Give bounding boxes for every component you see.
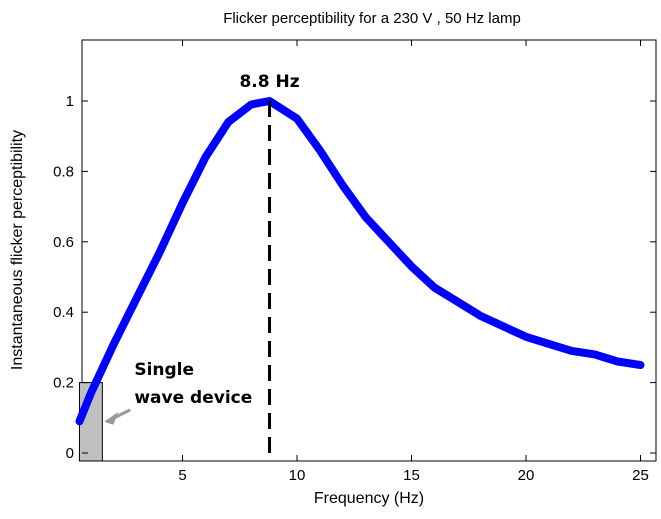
peak-marker-layer: 8.8 Hz	[239, 72, 300, 461]
peak-marker-label: 8.8 Hz	[239, 72, 299, 92]
x-axis-label: Frequency (Hz)	[314, 490, 424, 507]
tick-layer: 5 10 15 20 25 0 0.2 0.4 0.6 0.8 1	[53, 40, 656, 484]
series-point	[502, 325, 504, 327]
series-point	[113, 343, 115, 345]
y-tick-label: 0.8	[53, 163, 74, 180]
x-tick-label: 15	[403, 467, 420, 484]
series-point	[365, 216, 367, 218]
annotation-layer: Single wave device	[104, 360, 252, 425]
x-tick-label: 25	[632, 467, 649, 484]
series-line	[75, 97, 645, 426]
series-layer	[75, 97, 645, 426]
series-point	[319, 149, 321, 151]
series-point	[456, 301, 458, 303]
y-tick-label: 1	[66, 93, 74, 110]
series-point	[479, 315, 481, 317]
shaded-region-arrowhead	[104, 411, 119, 425]
series-point	[388, 241, 390, 243]
series-point	[640, 364, 641, 366]
chart-title: Flicker perceptibility for a 230 V , 50 …	[223, 10, 521, 27]
y-tick-label: 0.4	[53, 304, 74, 321]
y-axis-label: Instantaneous flicker perceptibility	[9, 130, 26, 370]
shaded-region-label: wave device	[134, 388, 252, 408]
x-tick-label: 5	[178, 467, 186, 484]
series-point	[182, 202, 183, 204]
series-point	[433, 287, 435, 289]
series-point	[227, 121, 229, 123]
series-point	[342, 184, 344, 186]
series-point	[204, 156, 206, 158]
series-point	[594, 353, 596, 355]
y-tick-label: 0	[66, 445, 74, 462]
plot-area	[81, 39, 657, 462]
series-point	[525, 336, 527, 338]
x-tick-label: 10	[289, 467, 306, 484]
series-point	[90, 392, 92, 394]
series-point	[250, 104, 252, 106]
series-point	[159, 251, 161, 253]
shaded-region-label: Single	[134, 360, 194, 380]
plot-frame	[81, 39, 657, 462]
series-point	[548, 343, 550, 345]
series-point	[617, 360, 619, 362]
series-point	[136, 297, 138, 299]
series-point	[411, 265, 412, 267]
series-point	[296, 118, 298, 120]
x-tick-label: 20	[518, 467, 535, 484]
series-point	[78, 420, 80, 422]
y-tick-label: 0.2	[53, 375, 74, 392]
y-tick-label: 0.6	[53, 234, 74, 251]
series-point	[571, 350, 573, 352]
